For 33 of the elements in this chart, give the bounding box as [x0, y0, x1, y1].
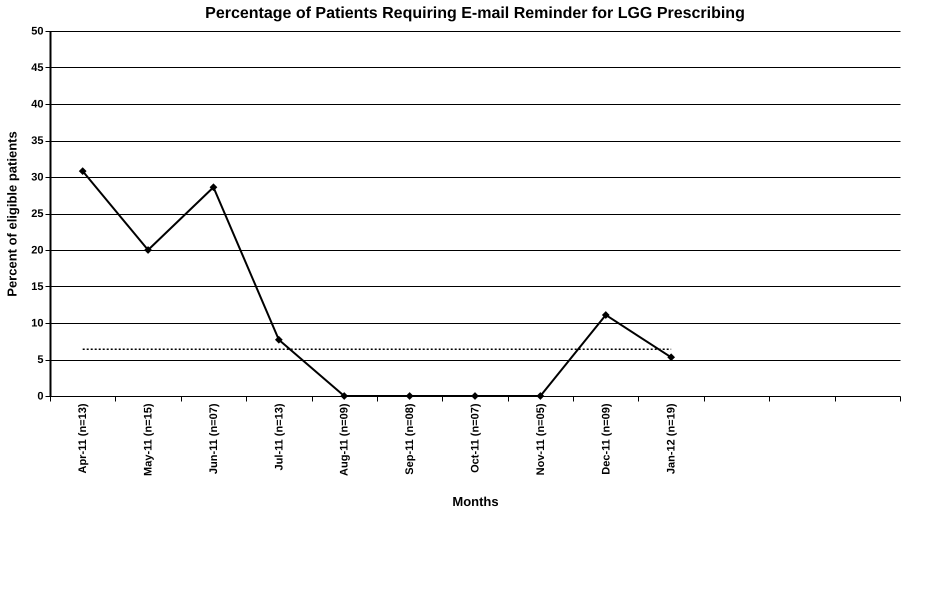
- point: [144, 246, 152, 254]
- point: [471, 392, 479, 400]
- x-tick-label: Sep-11 (n=08): [404, 403, 416, 475]
- point: [667, 353, 676, 362]
- y-tick-label: 5: [37, 354, 44, 366]
- x-tick-label: May-11 (n=15): [142, 403, 155, 476]
- y-tick-label: 30: [31, 172, 44, 184]
- point: [406, 392, 414, 400]
- point: [78, 167, 87, 176]
- point: [536, 392, 544, 400]
- x-tick-label: Jul-11 (n=13): [273, 403, 286, 470]
- x-tick-label: Aug-11 (n=09): [338, 403, 351, 476]
- y-tick-label: 50: [31, 26, 44, 38]
- y-tick-label: 40: [31, 98, 44, 110]
- x-axis-title: Months: [452, 494, 499, 509]
- point: [274, 336, 283, 344]
- x-tick-label: Nov-11 (n=05): [534, 403, 547, 476]
- y-tick-label: 25: [31, 208, 44, 220]
- x-tick-label: Apr-11 (n=13): [77, 403, 90, 474]
- point: [602, 311, 610, 319]
- y-tick-label: 0: [37, 390, 44, 402]
- x-tick-label: Oct-11 (n=07): [470, 403, 482, 473]
- chart-title: Percentage of Patients Requiring E-mail Reminder for LGG Prescribing: [205, 5, 745, 22]
- x-tick-label: Dec-11 (n=09): [600, 403, 612, 475]
- point: [210, 183, 218, 192]
- y-axis-title: Percent of eligible patients: [4, 131, 20, 297]
- y-tick-label: 15: [31, 281, 44, 293]
- x-tick-label: Jun-11 (n=07): [208, 403, 220, 474]
- x-tick-label: Jan-12 (n=19): [666, 403, 678, 474]
- y-tick-label: 35: [31, 135, 44, 147]
- y-tick-label: 45: [31, 62, 44, 74]
- y-tick-label: 10: [31, 318, 44, 330]
- y-tick-label: 20: [31, 244, 44, 256]
